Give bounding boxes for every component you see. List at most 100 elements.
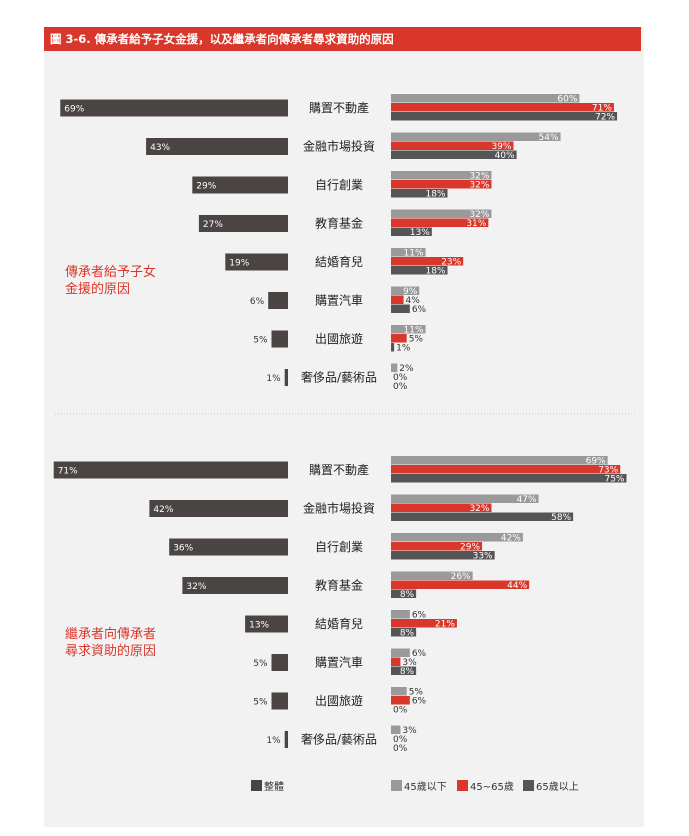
age-group-value-label: 0%	[393, 706, 408, 716]
category-label: 購置不動產	[309, 100, 369, 115]
overall-bar	[271, 692, 288, 710]
age-group-bar	[391, 295, 404, 304]
overall-bar	[284, 731, 288, 748]
legend: 整體 45歲以下 45~65歲 65歲以上	[251, 780, 579, 793]
age-group-bar	[391, 648, 410, 657]
age-group-bar	[391, 456, 608, 465]
overall-value-label: 29%	[196, 182, 216, 192]
age-group-value-label: 75%	[604, 475, 624, 485]
overall-value-label: 5%	[253, 659, 268, 669]
panel-label: 尋求資助的原因	[65, 643, 156, 659]
age-group-value-label: 47%	[517, 495, 537, 505]
overall-value-label: 27%	[203, 220, 223, 230]
age-group-bar	[391, 542, 483, 551]
age-group-bar	[391, 266, 448, 275]
category-label: 購置不動產	[309, 462, 369, 477]
age-group-value-label: 73%	[598, 466, 618, 476]
overall-bar	[198, 215, 288, 232]
age-group-bar	[391, 610, 410, 619]
age-group-value-label: 0%	[393, 735, 408, 745]
age-group-value-label: 6%	[412, 305, 427, 315]
age-group-value-label: 8%	[400, 629, 415, 639]
age-group-bar	[391, 103, 614, 112]
age-group-value-label: 5%	[409, 688, 424, 698]
age-group-bar	[391, 494, 539, 503]
legend-swatch-over65	[523, 780, 534, 791]
overall-bar	[271, 654, 288, 671]
age-group-bar	[391, 657, 401, 666]
category-label: 教育基金	[315, 578, 363, 593]
legend-label-over65: 65歲以上	[536, 780, 579, 793]
age-group-value-label: 0%	[393, 373, 408, 383]
age-group-bar	[391, 304, 410, 313]
overall-bar	[182, 577, 288, 594]
age-group-value-label: 72%	[595, 113, 615, 123]
overall-bar	[245, 615, 288, 633]
age-group-value-label: 11%	[404, 326, 424, 336]
category-label: 出國旅遊	[315, 693, 363, 708]
age-group-value-label: 40%	[495, 151, 515, 161]
age-group-value-label: 23%	[441, 258, 461, 268]
overall-value-label: 71%	[58, 467, 78, 477]
age-group-bar	[391, 141, 514, 150]
overall-bar	[225, 253, 288, 271]
age-group-value-label: 8%	[400, 590, 415, 600]
legend-swatch-under45	[391, 780, 402, 791]
age-group-bar	[391, 551, 495, 560]
overall-value-label: 19%	[229, 259, 249, 269]
chart-background	[44, 27, 644, 827]
age-group-bar	[391, 666, 417, 675]
overall-value-label: 5%	[253, 336, 268, 346]
age-group-value-label: 29%	[460, 543, 480, 553]
age-group-bar	[391, 227, 432, 236]
panel-label: 傳承者給予子女	[65, 264, 156, 280]
age-group-bar	[391, 628, 417, 637]
age-group-value-label: 13%	[410, 228, 430, 238]
age-group-bar	[391, 218, 489, 227]
category-label: 結婚育兒	[315, 616, 363, 631]
legend-label-under45: 45歲以下	[404, 780, 447, 793]
overall-value-label: 5%	[253, 698, 268, 708]
age-group-value-label: 32%	[469, 172, 489, 182]
legend-swatch-overall	[251, 780, 262, 791]
category-label: 教育基金	[315, 216, 363, 231]
legend-label-age45_65: 45~65歲	[470, 780, 514, 793]
category-label: 奢侈品/藝術品	[301, 733, 377, 747]
age-group-value-label: 39%	[491, 142, 511, 152]
panel-2: 繼承者向傳承者尋求資助的原因 71% 購置不動產 69%73%75% 42% 金融市場投資…	[53, 456, 627, 754]
age-group-value-label: 8%	[400, 667, 415, 677]
age-group-bar	[391, 725, 401, 734]
overall-bar	[271, 330, 288, 348]
overall-value-label: 1%	[266, 736, 281, 746]
age-group-value-label: 31%	[466, 219, 486, 229]
age-group-value-label: 0%	[393, 382, 408, 392]
age-group-value-label: 18%	[426, 190, 446, 200]
overall-value-label: 1%	[266, 374, 281, 384]
age-group-bar	[391, 474, 627, 483]
age-group-value-label: 42%	[501, 534, 521, 544]
panel-label: 繼承者向傳承者	[65, 626, 156, 642]
chart-title: 圖 3-6. 傳承者給予子女金援，以及繼承者向傳承者尋求資助的原因	[44, 27, 641, 51]
overall-value-label: 32%	[186, 582, 206, 592]
age-group-value-label: 21%	[435, 620, 455, 630]
category-label: 金融市場投資	[303, 501, 375, 516]
panel-label: 金援的原因	[65, 281, 130, 297]
age-group-bar	[391, 580, 530, 589]
age-group-bar	[391, 189, 448, 198]
age-group-bar	[391, 533, 523, 542]
overall-value-label: 69%	[64, 105, 84, 115]
age-group-value-label: 44%	[507, 581, 527, 591]
age-group-value-label: 9%	[403, 287, 418, 297]
overall-bar	[169, 538, 288, 556]
category-label: 奢侈品/藝術品	[301, 371, 377, 385]
age-group-value-label: 1%	[396, 344, 411, 354]
age-group-bar	[391, 696, 410, 705]
category-label: 自行創業	[315, 178, 363, 192]
overall-value-label: 42%	[153, 505, 173, 515]
age-group-value-label: 6%	[412, 697, 427, 707]
age-group-bar	[391, 465, 621, 474]
age-group-value-label: 0%	[393, 744, 408, 754]
age-group-bar	[391, 286, 420, 295]
age-group-value-label: 54%	[539, 133, 559, 143]
